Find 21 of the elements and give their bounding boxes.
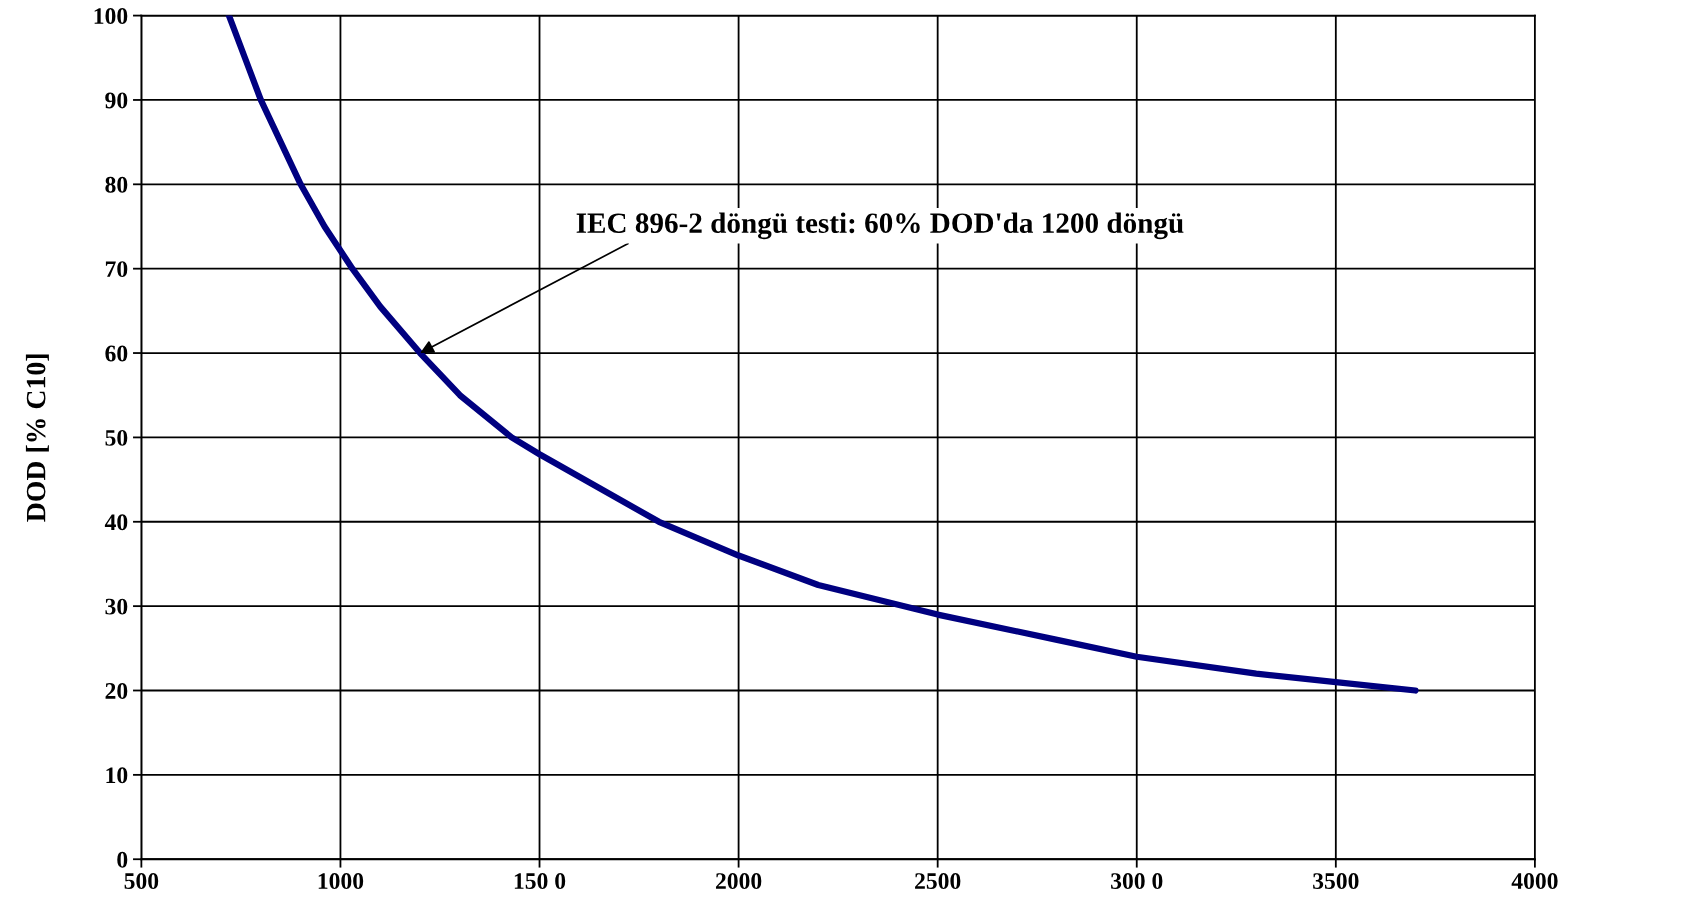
y-axis-title: DOD [% C10] xyxy=(25,354,49,522)
x-tick-label: 150 0 xyxy=(514,873,566,890)
x-tick-label: 2500 xyxy=(915,873,961,890)
y-tick-label: 20 xyxy=(105,682,128,699)
y-tick-label: 60 xyxy=(105,345,128,362)
y-tick-label: 40 xyxy=(104,514,128,531)
y-tick-label: 30 xyxy=(105,598,128,615)
y-tick-label: 90 xyxy=(105,92,128,109)
y-tick-label: 70 xyxy=(105,261,128,278)
annotation: IEC 896-2 döngü testi: 60% DOD'da 1200 döngü xyxy=(576,212,1184,240)
x-tick-label: 4000 xyxy=(1511,873,1558,890)
x-tick-label: 2000 xyxy=(715,873,762,890)
y-tick-label: 10 xyxy=(106,767,128,784)
y-tick-label: 100 xyxy=(94,8,128,25)
x-tick-label: 300 0 xyxy=(1111,873,1163,890)
y-tick-label: 50 xyxy=(105,429,128,446)
y-tick-label: 80 xyxy=(105,176,128,193)
x-tick-label: 3500 xyxy=(1313,873,1359,890)
x-tick-label: 1000 xyxy=(318,873,364,890)
y-tick-label: 0 xyxy=(117,851,128,868)
x-tick-label: 500 xyxy=(124,873,159,890)
